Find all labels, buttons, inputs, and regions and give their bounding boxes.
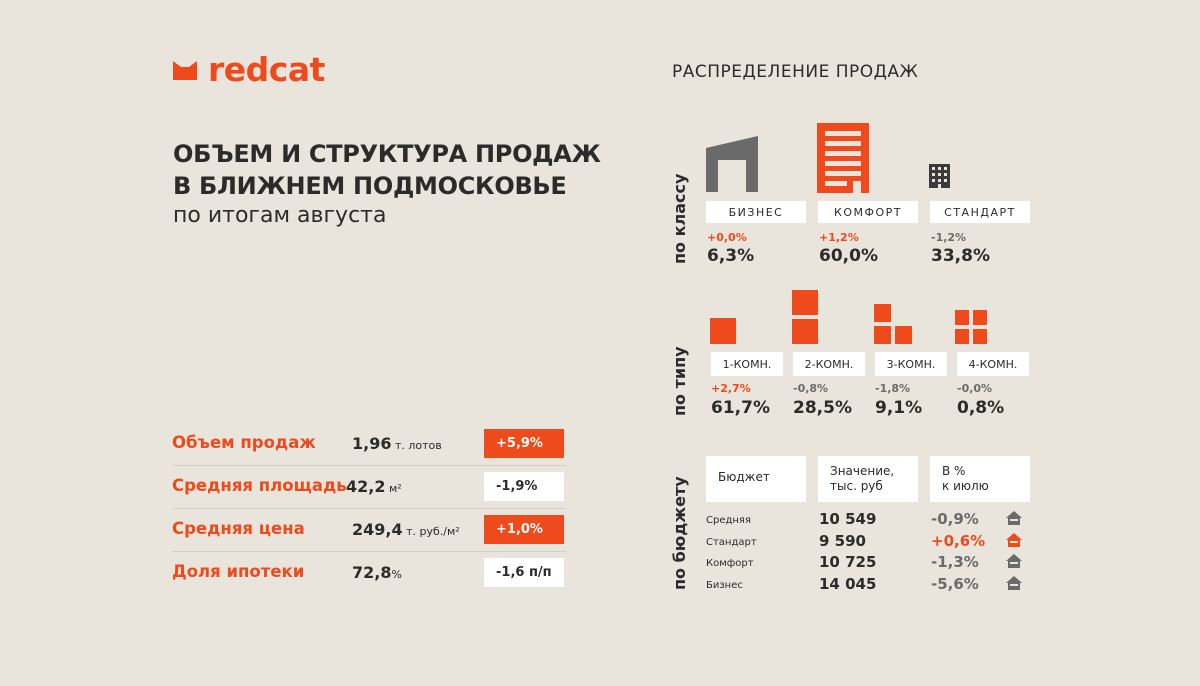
metric-value: 42,2 м²	[346, 477, 402, 496]
budget-row-value: 10 549	[819, 510, 877, 528]
distribution-title: РАСПРЕДЕЛЕНИЕ ПРОДАЖ	[672, 62, 919, 82]
type-change-2: -0,8%	[793, 382, 829, 395]
metric-row: Средняя площадь 42,2 м² -1,9%	[172, 466, 567, 509]
budget-row-label: Стандарт	[706, 537, 757, 548]
metric-value: 72,8%	[352, 563, 402, 582]
one-room-icon	[710, 318, 736, 344]
budget-row-change: -1,3%	[931, 553, 979, 571]
budget-row-value: 9 590	[819, 532, 866, 550]
budget-row-change: -0,9%	[931, 510, 979, 528]
class-change-standard: -1,2%	[931, 231, 967, 244]
class-share-comfort: 60,0%	[819, 246, 878, 266]
type-label-1: 1-КОМН.	[711, 352, 783, 376]
metric-label: Объем продаж	[172, 433, 316, 452]
type-share-2: 28,5%	[793, 398, 852, 418]
page-subtitle: по итогам августа	[173, 203, 387, 228]
side-label-type: по типу	[670, 346, 689, 416]
side-label-budget: по бюджету	[670, 476, 689, 590]
metric-value: 1,96 т. лотов	[352, 434, 442, 453]
house-icon	[1006, 554, 1022, 568]
class-label-standard: СТАНДАРТ	[930, 201, 1030, 223]
type-share-1: 61,7%	[711, 398, 770, 418]
budget-row-value: 10 725	[819, 553, 877, 571]
metric-change-badge: +1,0%	[484, 515, 564, 544]
cat-ears-icon	[173, 60, 197, 80]
type-share-3: 9,1%	[875, 398, 923, 418]
budget-row-change: +0,6%	[931, 532, 986, 550]
metrics-table: Объем продаж 1,96 т. лотов +5,9% Средняя…	[172, 423, 567, 594]
class-label-comfort: КОМФОРТ	[818, 201, 918, 223]
class-share-business: 6,3%	[707, 246, 755, 266]
budget-header-value: Значение, тыс. руб	[818, 456, 918, 502]
budget-row-label: Средняя	[706, 515, 751, 526]
brand-logo: redcat	[172, 50, 325, 89]
class-change-comfort: +1,2%	[819, 231, 859, 244]
type-label-3: 3-КОМН.	[875, 352, 947, 376]
title-line-2: В БЛИЖНЕМ ПОДМОСКОВЬЕ	[173, 172, 567, 200]
budget-header-change: В % к июлю	[930, 456, 1030, 502]
three-room-icon	[874, 304, 912, 344]
metric-change-badge: +5,9%	[484, 429, 564, 458]
budget-row-label: Бизнес	[706, 580, 743, 591]
house-icon	[1006, 533, 1022, 547]
type-label-4: 4-КОМН.	[957, 352, 1029, 376]
type-change-3: -1,8%	[875, 382, 911, 395]
type-change-1: +2,7%	[711, 382, 751, 395]
house-icon	[1006, 511, 1022, 525]
page-title: ОБЪЕМ И СТРУКТУРА ПРОДАЖ В БЛИЖНЕМ ПОДМО…	[173, 138, 601, 202]
type-share-4: 0,8%	[957, 398, 1005, 418]
metric-row: Доля ипотеки 72,8% -1,6 п/п	[172, 552, 567, 594]
budget-header-budget: Бюджет	[706, 456, 806, 502]
metric-row: Объем продаж 1,96 т. лотов +5,9%	[172, 423, 567, 466]
metric-change-badge: -1,6 п/п	[484, 558, 564, 587]
business-building-icon	[706, 136, 758, 192]
class-share-standard: 33,8%	[931, 246, 990, 266]
budget-row-label: Комфорт	[706, 558, 754, 569]
metric-label: Доля ипотеки	[172, 562, 305, 581]
budget-row-value: 14 045	[819, 575, 877, 593]
class-label-business: БИЗНЕС	[706, 201, 806, 223]
metric-label: Средняя площадь	[172, 476, 347, 495]
brand-name: redcat	[208, 50, 325, 89]
type-change-4: -0,0%	[957, 382, 993, 395]
metric-value: 249,4 т. руб./м²	[352, 520, 460, 539]
standard-building-icon	[929, 164, 950, 188]
two-room-icon	[792, 290, 818, 344]
title-line-1: ОБЪЕМ И СТРУКТУРА ПРОДАЖ	[173, 140, 601, 168]
budget-row-change: -5,6%	[931, 575, 979, 593]
class-change-business: +0,0%	[707, 231, 747, 244]
type-label-2: 2-КОМН.	[793, 352, 865, 376]
house-icon	[1006, 576, 1022, 590]
four-room-icon	[955, 310, 987, 344]
metric-label: Средняя цена	[172, 519, 305, 538]
comfort-building-icon	[817, 123, 869, 193]
metric-change-badge: -1,9%	[484, 472, 564, 501]
side-label-class: по классу	[670, 173, 689, 264]
metric-row: Средняя цена 249,4 т. руб./м² +1,0%	[172, 509, 567, 552]
